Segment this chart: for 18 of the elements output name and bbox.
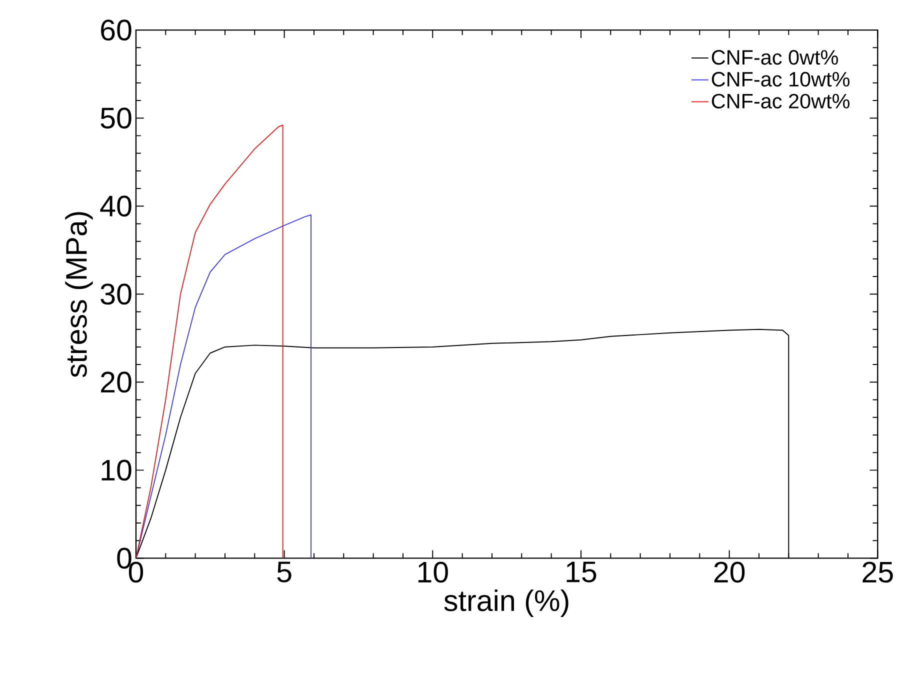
legend-label: CNF-ac 10wt% <box>712 72 850 87</box>
x-tick-label: 10 <box>418 562 448 583</box>
y-axis-title: stress (MPa) <box>65 212 93 378</box>
x-tick-label: 15 <box>566 562 596 582</box>
x-axis-title: strain (%) <box>444 590 568 618</box>
legend-label: CNF-ac 0wt% <box>712 50 838 65</box>
y-tick-label: 60 <box>101 20 132 41</box>
line-series <box>136 124 284 558</box>
x-tick-label: 20 <box>714 562 745 583</box>
y-tick-label: 30 <box>100 284 132 305</box>
line-series <box>136 214 312 558</box>
y-tick-label: 10 <box>102 460 132 481</box>
legend-label: CNF-ac 20wt% <box>712 94 850 109</box>
y-tick-label: 20 <box>101 372 132 393</box>
x-tick-label: 25 <box>862 562 893 583</box>
x-tick-label: 5 <box>277 562 292 582</box>
y-tick-label: 40 <box>100 196 132 217</box>
y-tick-label: 50 <box>100 108 132 129</box>
